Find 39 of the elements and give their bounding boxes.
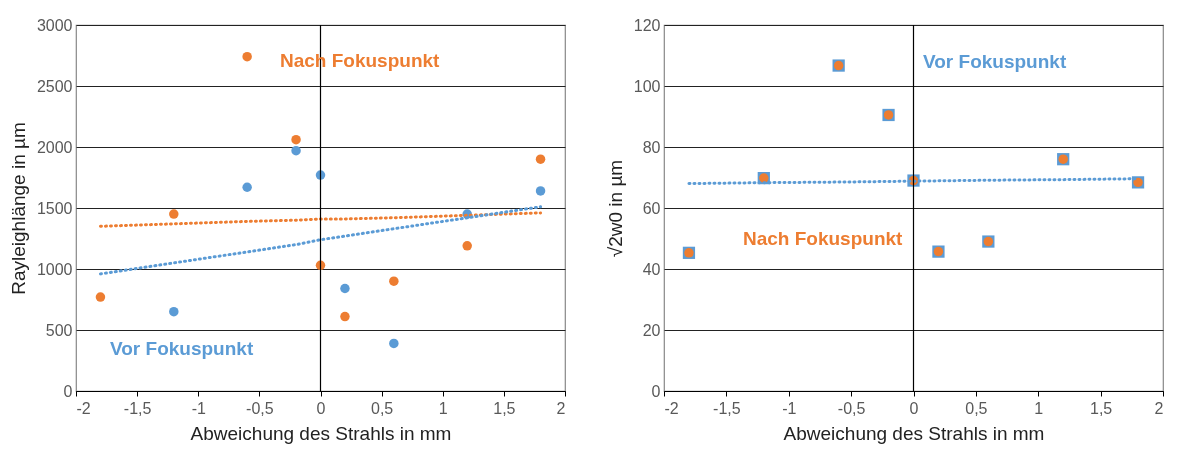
y-tick-label: 20 — [642, 321, 661, 339]
x-tick-label: -1,5 — [123, 399, 152, 417]
y-tick-label: 100 — [633, 77, 661, 95]
x-tick-label: 0 — [909, 399, 919, 417]
x-tick-label: 1,5 — [1090, 399, 1113, 417]
x-tick-label: 1,5 — [493, 399, 516, 417]
y-tick-label: 0 — [63, 382, 73, 400]
x-axis-title: Abweichung des Strahls in mm — [783, 422, 1045, 444]
y-tick-label: 40 — [642, 260, 661, 278]
x-tick-label: -0,5 — [837, 399, 866, 417]
x-tick-label: -0,5 — [246, 399, 274, 417]
x-tick-label: 1 — [438, 399, 448, 417]
x-tick-label: 2 — [556, 399, 566, 417]
y-axis-title: √2w0 in µm — [604, 159, 626, 258]
y-tick-label: 2000 — [36, 138, 73, 156]
x-tick-label: 0 — [316, 399, 326, 417]
x-tick-label: -1,5 — [713, 399, 741, 417]
x-tick-label: 0,5 — [371, 399, 394, 417]
annotation: Vor Fokuspunkt — [923, 51, 1067, 72]
y-tick-label: 1000 — [36, 260, 73, 278]
annotation: Nach Fokuspunkt — [743, 228, 904, 249]
annotation: Vor Fokuspunkt — [110, 338, 254, 359]
x-tick-label: -2 — [76, 399, 91, 417]
y-axis-title: Rayleighlänge in µm — [7, 122, 29, 295]
x-tick-label: -1 — [782, 399, 797, 417]
y-tick-label: 2500 — [36, 77, 73, 95]
x-tick-label: -2 — [664, 399, 679, 417]
y-tick-label: 80 — [642, 138, 661, 156]
x-tick-label: 0,5 — [965, 399, 988, 417]
x-tick-label: 2 — [1154, 399, 1164, 417]
x-axis-title: Abweichung des Strahls in mm — [190, 422, 452, 444]
y-tick-label: 1500 — [36, 199, 73, 217]
y-tick-label: 0 — [651, 382, 661, 400]
x-tick-label: 1 — [1034, 399, 1044, 417]
y-tick-label: 120 — [633, 16, 661, 34]
y-tick-label: 60 — [642, 199, 661, 217]
y-tick-label: 500 — [45, 321, 73, 339]
x-tick-label: -1 — [191, 399, 206, 417]
y-tick-label: 3000 — [36, 16, 73, 34]
